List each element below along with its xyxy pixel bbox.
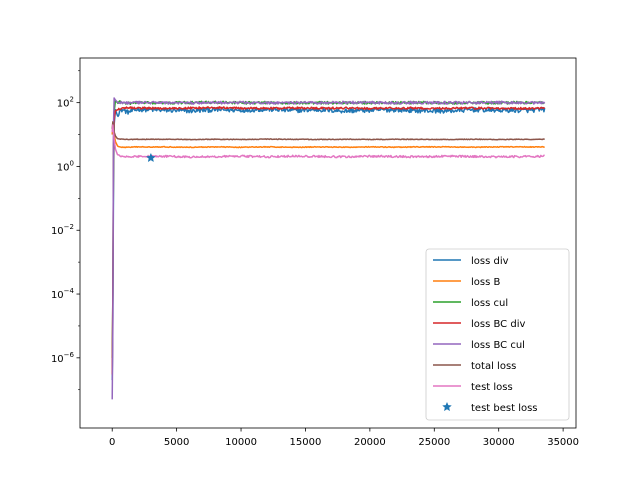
series-line xyxy=(111,106,546,375)
legend: loss div loss B loss cul loss BC div loss BC… xyxy=(425,248,570,421)
x-tick-label: 35000 xyxy=(547,437,579,448)
y-tick-label: 10−4 xyxy=(51,287,75,301)
legend-label: test loss xyxy=(471,382,513,393)
series-line xyxy=(111,106,546,381)
legend-label: loss cul xyxy=(471,298,508,309)
legend-box xyxy=(425,248,570,421)
legend-label: loss B xyxy=(471,277,500,288)
legend-label: loss BC cul xyxy=(471,340,525,351)
y-tick-label: 10−2 xyxy=(51,223,74,237)
x-tick-label: 20000 xyxy=(354,437,386,448)
legend-swatch xyxy=(442,401,452,412)
x-axis: 0 5000 10000 15000 20000 25000 30000 35000 xyxy=(109,428,579,448)
x-tick-label: 30000 xyxy=(483,437,515,448)
series-line xyxy=(111,97,546,400)
y-tick-label: 10−6 xyxy=(51,351,75,365)
y-tick-label: 100 xyxy=(57,159,74,173)
x-tick-label: 0 xyxy=(109,437,115,448)
series-line xyxy=(111,121,545,141)
legend-label: loss BC div xyxy=(471,319,525,330)
legend-label: total loss xyxy=(471,361,516,372)
series-line xyxy=(111,124,545,149)
x-tick-label: 15000 xyxy=(290,437,322,448)
series-line xyxy=(111,124,545,159)
x-tick-label: 5000 xyxy=(164,437,189,448)
x-tick-label: 25000 xyxy=(418,437,450,448)
plot-frame xyxy=(79,57,577,429)
y-axis: 102 100 10−2 10−4 10−6 xyxy=(51,70,80,391)
legend-label: loss div xyxy=(471,256,509,267)
legend-label: test best loss xyxy=(471,403,538,414)
y-tick-label: 102 xyxy=(57,96,74,110)
plot-series xyxy=(111,97,546,400)
plot-markers xyxy=(145,152,156,163)
x-tick-label: 10000 xyxy=(225,437,257,448)
best-loss-marker xyxy=(145,152,156,163)
